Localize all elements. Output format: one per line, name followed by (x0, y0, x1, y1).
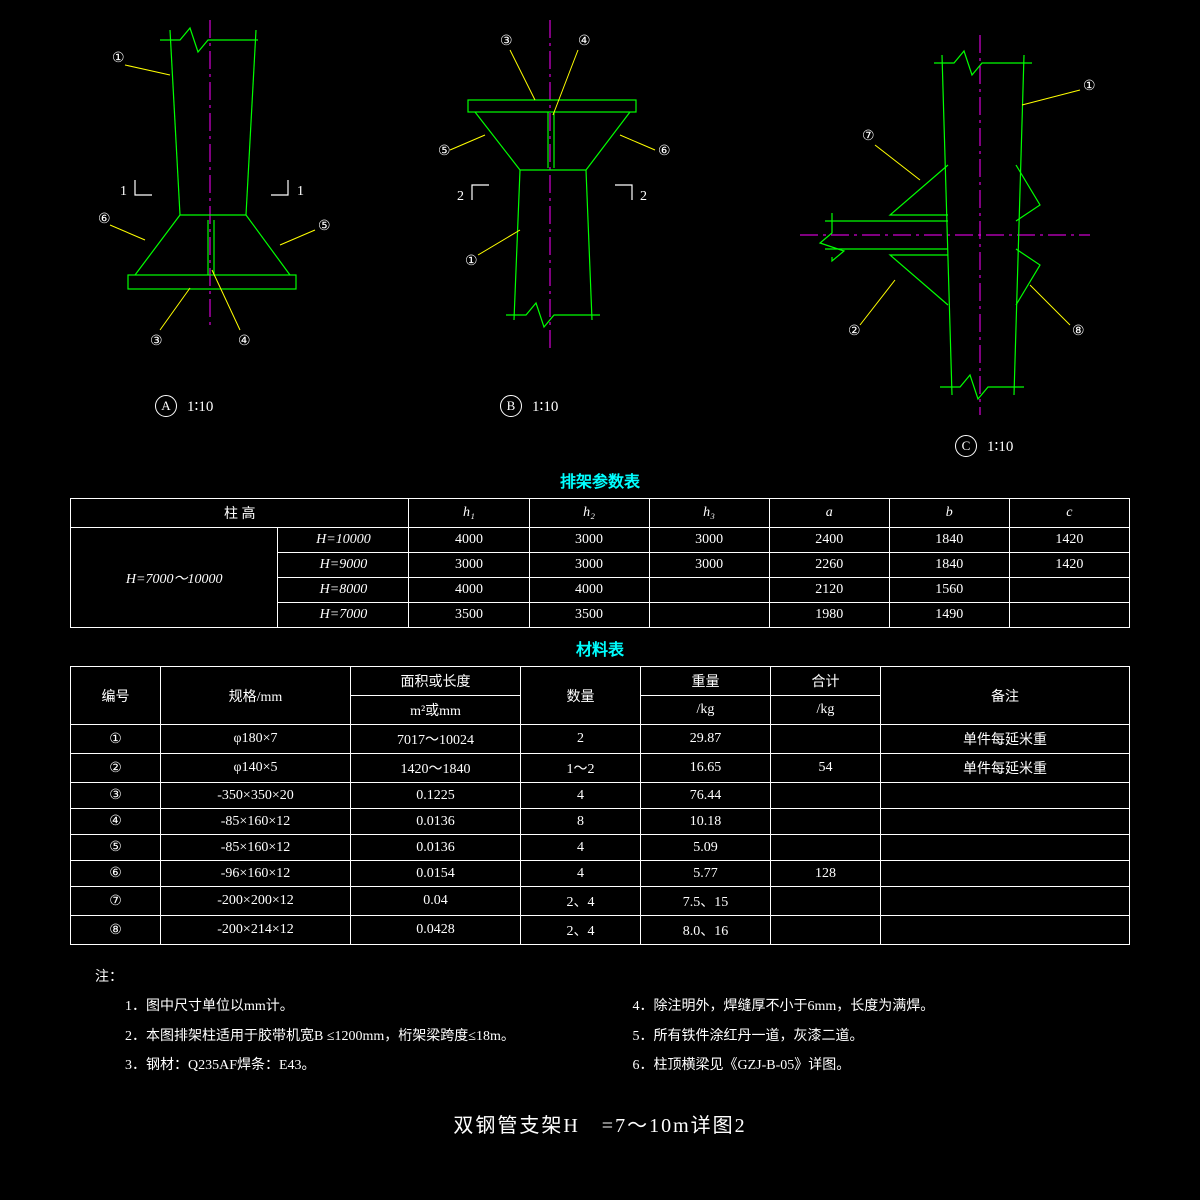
table-row: 柱 高 h₁ h₂ h₃ a b c (71, 499, 1130, 528)
note-item: 4．除注明外，焊缝厚不小于6mm，长度为满焊。 (633, 992, 1141, 1021)
diagram-b: 2 2 ③ ④ ⑤ ⑥ ① (420, 20, 680, 365)
svg-text:⑦: ⑦ (862, 129, 875, 144)
note-item: 1．图中尺寸单位以mm计。 (125, 992, 633, 1021)
parameter-table: 柱 高 h₁ h₂ h₃ a b c H=7000～10000 H=10000 … (70, 498, 1130, 628)
svg-text:⑧: ⑧ (1072, 324, 1085, 339)
svg-text:2: 2 (640, 189, 647, 204)
table1-title: 排架参数表 (0, 468, 1200, 492)
svg-text:④: ④ (578, 34, 591, 49)
table-row: ⑧-200×214×120.04282、48.0、16 (71, 916, 1130, 945)
table-row: ⑥-96×160×120.015445.77128 (71, 861, 1130, 887)
notes-label: 注： (95, 963, 1140, 992)
note-item: 2．本图排架柱适用于胶带机宽B ≤1200mm，桁架梁跨度≤18m。 (125, 1022, 633, 1051)
table-row: ⑤-85×160×120.013645.09 (71, 835, 1130, 861)
diagram-a: 1 1 ① ⑥ ⑤ ③ ④ (80, 20, 340, 365)
svg-text:2: 2 (457, 189, 464, 204)
diagram-a-label: A1∶10 (155, 395, 213, 417)
note-item: 6．柱顶横梁见《GZJ-B-05》详图。 (633, 1051, 1141, 1080)
material-table: 编号 规格/mm 面积或长度 数量 重量 合计 备注 m²或mm /kg /kg… (70, 666, 1130, 945)
svg-text:⑤: ⑤ (438, 144, 451, 159)
table-row: ②φ140×51420～18401～216.6554单件每延米重 (71, 754, 1130, 783)
svg-text:①: ① (465, 254, 478, 269)
table-row: ③-350×350×200.1225476.44 (71, 783, 1130, 809)
svg-text:①: ① (112, 51, 125, 66)
diagram-b-label: B1∶10 (500, 395, 558, 417)
svg-text:④: ④ (238, 334, 251, 349)
note-item: 5．所有铁件涂红丹一道，灰漆二道。 (633, 1022, 1141, 1051)
svg-text:⑤: ⑤ (318, 219, 331, 234)
table-row: ⑦-200×200×120.042、47.5、15 (71, 887, 1130, 916)
svg-text:⑥: ⑥ (658, 144, 671, 159)
table-row: ④-85×160×120.0136810.18 (71, 809, 1130, 835)
svg-text:③: ③ (150, 334, 163, 349)
table-row: ①φ180×77017～10024229.87单件每延米重 (71, 725, 1130, 754)
notes-block: 注： 1．图中尺寸单位以mm计。 2．本图排架柱适用于胶带机宽B ≤1200mm… (95, 963, 1140, 1081)
table-row: 编号 规格/mm 面积或长度 数量 重量 合计 备注 (71, 667, 1130, 696)
diagram-c: ⑦ ① ② ⑧ (780, 35, 1110, 440)
table2-title: 材料表 (0, 636, 1200, 660)
svg-text:1: 1 (120, 184, 127, 199)
diagram-area: 1 1 ① ⑥ ⑤ ③ ④ A1∶10 (0, 0, 1200, 460)
table-row: H=7000～10000 H=10000 4000300030002400184… (71, 528, 1130, 553)
svg-text:①: ① (1083, 79, 1096, 94)
note-item: 3．钢材：Q235AF焊条：E43。 (125, 1051, 633, 1080)
svg-text:1: 1 (297, 184, 304, 199)
diagram-c-label: C1∶10 (955, 435, 1013, 457)
svg-text:③: ③ (500, 34, 513, 49)
page-title: 双钢管支架H =7～10m详图2 (0, 1109, 1200, 1138)
svg-text:⑥: ⑥ (98, 212, 111, 227)
svg-text:②: ② (848, 324, 861, 339)
